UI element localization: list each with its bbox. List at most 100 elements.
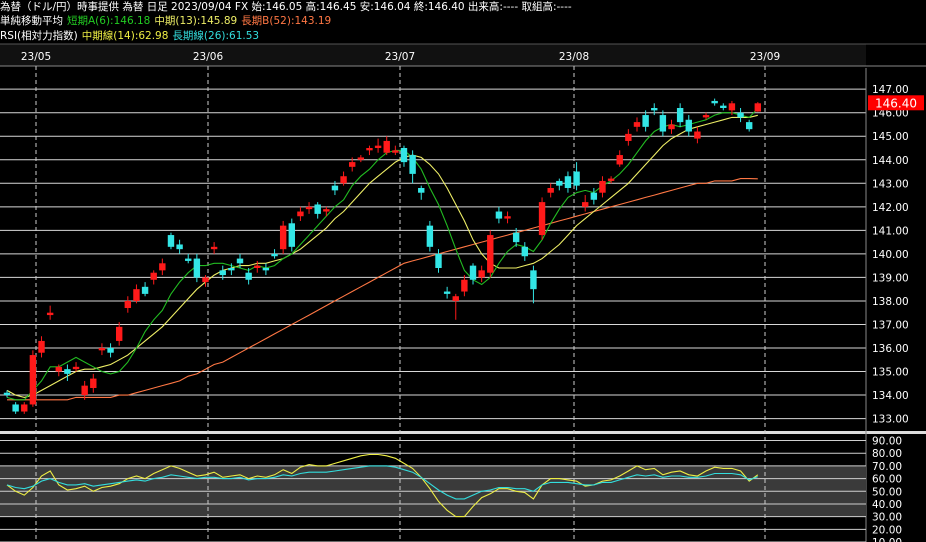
candle-body [254, 265, 261, 268]
x-axis-band [0, 44, 866, 66]
candle [81, 380, 88, 400]
candle-body [38, 340, 45, 353]
candle [745, 119, 753, 132]
candle-body [720, 105, 727, 108]
candle [228, 263, 235, 276]
candle-body [279, 225, 287, 250]
candle-body [219, 270, 226, 276]
candle [418, 185, 425, 200]
y-tick-label: 142.00 [872, 202, 909, 214]
candle-body [297, 211, 304, 217]
price-badge-label: 146.40 [875, 96, 917, 110]
candle [279, 220, 287, 254]
candle [547, 183, 554, 198]
candle-body [81, 385, 88, 396]
rsi-tick-label: 20.00 [872, 524, 902, 536]
ma-legend: 単純移動平均 短期A(6):146.18 中期(13):145.89 長期B(52):… [0, 14, 335, 28]
candle-body [702, 115, 710, 118]
candle [167, 232, 175, 250]
candle [478, 265, 485, 283]
candle-body [573, 171, 580, 186]
candle-body [340, 176, 347, 184]
rsi-tick-label: 80.00 [872, 448, 902, 460]
candle-body [599, 180, 606, 193]
candle-body [694, 131, 701, 139]
candle-body [357, 157, 365, 160]
candle-body [426, 225, 434, 247]
ma-short-legend: 短期A(6):146.18 [67, 15, 151, 27]
candle-body [262, 268, 270, 271]
price-grid: 147.00 146.00 145.00 144.00 143.00 142.00 141.… [0, 68, 926, 542]
candle [607, 176, 615, 184]
candle-body [29, 355, 37, 405]
rsi-legend: RSI(相対力指数) 中期線(14):62.98 長期線(26):61.53 [0, 29, 263, 43]
rsi-tick-label: 50.00 [872, 486, 902, 498]
candle [668, 119, 675, 134]
x-axis: 23/05 23/06 23/07 23/08 23/09 [0, 43, 926, 67]
candle [323, 206, 330, 217]
rsi-mid-legend: 中期線(14):62.98 [81, 30, 169, 42]
rsi-tick-label: 10.00 [872, 537, 902, 542]
y-tick-label: 140.00 [872, 249, 909, 261]
candle [133, 284, 140, 304]
candle [12, 402, 19, 414]
candle [538, 197, 546, 240]
candle-body [452, 296, 459, 301]
candle [305, 202, 313, 214]
y-tick-label: 136.00 [872, 343, 909, 355]
candle-body [288, 223, 295, 247]
candle-body [124, 300, 132, 308]
rsi-grid: 90.0080.0070.0060.0050.0040.0030.0020.00… [0, 436, 902, 542]
candle [504, 211, 511, 224]
candle [349, 157, 356, 172]
candle [487, 230, 494, 278]
candle [495, 206, 503, 224]
moving-average-lines [6, 108, 759, 401]
candle [599, 176, 606, 198]
rsi-tick-label: 30.00 [872, 512, 902, 524]
candle-body [478, 270, 485, 278]
candle [625, 129, 632, 146]
month-gridlines [35, 66, 766, 542]
candle [469, 263, 477, 285]
candle [737, 108, 744, 123]
y-tick-label: 146.00 [872, 108, 909, 120]
y-tick-label: 135.00 [872, 367, 909, 379]
candle-body [668, 124, 675, 130]
ma-mid-legend: 中期(13):145.89 [154, 15, 238, 27]
candle [314, 202, 321, 219]
rsi-mid-line [6, 453, 759, 518]
candle-body [55, 366, 62, 372]
candle [754, 102, 762, 112]
candle-body [659, 115, 667, 132]
candlesticks [3, 98, 762, 414]
candle-body [46, 312, 54, 316]
candle-body [150, 272, 157, 280]
candle-body [159, 263, 166, 271]
candle [185, 253, 192, 264]
candle-body [676, 108, 684, 123]
candle-body [21, 404, 28, 412]
candle [297, 206, 304, 221]
candle [21, 402, 28, 414]
candle [642, 110, 649, 132]
candle [409, 150, 416, 184]
candle [64, 364, 71, 381]
candle-body [167, 235, 175, 247]
current-price-badge: 146.40 [868, 95, 924, 111]
candle-body [409, 155, 416, 174]
candle [288, 218, 295, 252]
candle-body [685, 119, 692, 132]
ma-long-legend: 長期B(52):143.19 [241, 15, 332, 27]
candle-body [633, 122, 641, 127]
candle [210, 242, 218, 254]
candle-body [651, 108, 658, 111]
rsi-long-legend: 長期線(26):61.53 [172, 30, 260, 42]
candle-body [366, 148, 373, 151]
candle [262, 263, 270, 276]
candle [115, 322, 123, 346]
candle-body [115, 326, 123, 341]
candle [435, 249, 442, 273]
header-line1: 為替（ドル/円）時事提供 為替 日足 2023/09/04 FX 始:146.0… [0, 1, 572, 13]
